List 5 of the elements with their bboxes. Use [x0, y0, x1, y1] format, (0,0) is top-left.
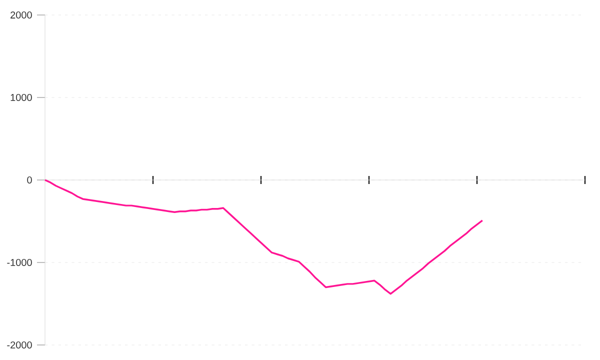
y-tick-label: 1000 [10, 94, 32, 102]
y-tick-label: 0 [27, 176, 32, 184]
y-tick-label: -1000 [7, 258, 32, 266]
y-tick-label: -2000 [7, 341, 32, 349]
y-tick-label: 2000 [10, 11, 32, 19]
